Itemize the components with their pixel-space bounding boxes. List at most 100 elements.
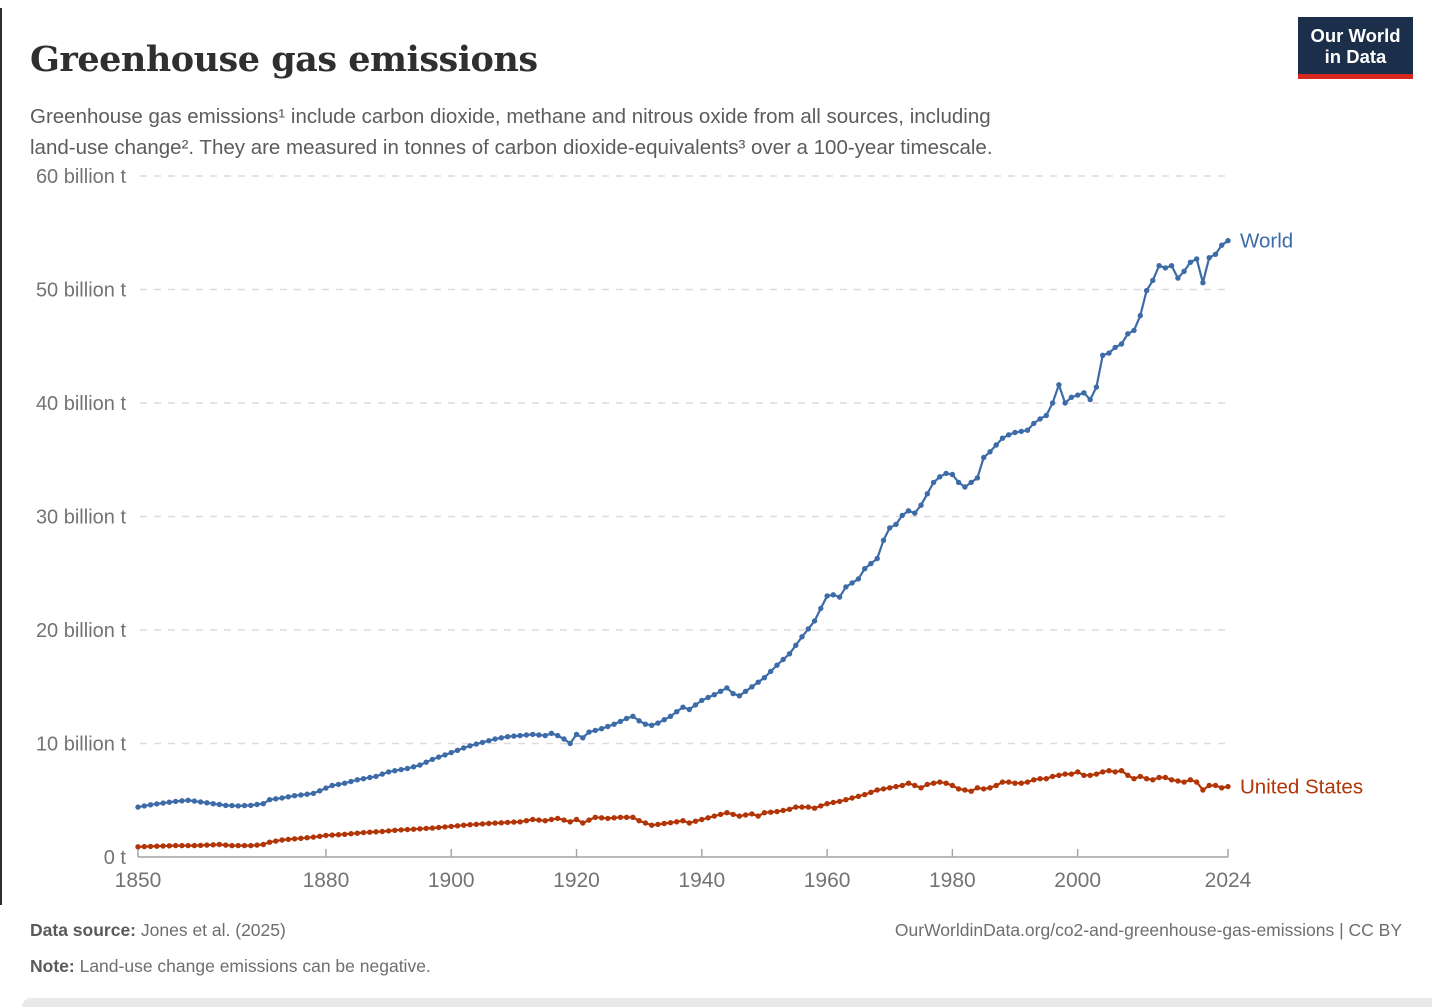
- united-states-data-point[interactable]: [755, 813, 761, 819]
- united-states-data-point[interactable]: [1168, 777, 1175, 783]
- united-states-data-point[interactable]: [592, 814, 598, 820]
- world-data-point[interactable]: [874, 555, 880, 562]
- united-states-data-point[interactable]: [1075, 769, 1081, 775]
- united-states-data-point[interactable]: [323, 832, 329, 839]
- world-series-label[interactable]: World: [1240, 230, 1293, 253]
- world-data-point[interactable]: [843, 584, 849, 590]
- united-states-data-point[interactable]: [423, 825, 429, 832]
- world-data-point[interactable]: [1187, 259, 1194, 265]
- united-states-data-point[interactable]: [191, 842, 198, 849]
- united-states-data-point[interactable]: [768, 809, 774, 815]
- world-data-point[interactable]: [1075, 392, 1081, 398]
- united-states-data-point[interactable]: [1043, 776, 1050, 782]
- world-data-point[interactable]: [197, 799, 204, 805]
- world-data-point[interactable]: [342, 780, 348, 786]
- world-data-point[interactable]: [573, 731, 580, 738]
- united-states-data-point[interactable]: [855, 793, 862, 799]
- world-data-point[interactable]: [955, 479, 962, 486]
- united-states-data-point[interactable]: [354, 830, 360, 836]
- united-states-data-point[interactable]: [780, 807, 786, 814]
- united-states-data-point[interactable]: [849, 795, 855, 801]
- united-states-data-point[interactable]: [630, 814, 636, 820]
- world-data-point[interactable]: [1112, 344, 1118, 351]
- world-data-point[interactable]: [141, 803, 147, 809]
- world-data-point[interactable]: [774, 662, 780, 668]
- world-data-point[interactable]: [1043, 412, 1050, 419]
- united-states-data-point[interactable]: [1018, 780, 1024, 786]
- united-states-data-point[interactable]: [717, 811, 724, 818]
- united-states-data-point[interactable]: [179, 842, 185, 849]
- world-data-point[interactable]: [467, 743, 473, 749]
- world-data-point[interactable]: [805, 626, 811, 632]
- world-data-point[interactable]: [768, 668, 774, 675]
- united-states-data-point[interactable]: [204, 842, 210, 848]
- world-data-point[interactable]: [1212, 251, 1219, 257]
- world-data-point[interactable]: [179, 798, 185, 804]
- world-data-point[interactable]: [1100, 352, 1106, 358]
- world-data-point[interactable]: [555, 732, 561, 739]
- united-states-data-point[interactable]: [1062, 771, 1068, 777]
- world-data-point[interactable]: [686, 706, 692, 713]
- united-states-data-point[interactable]: [235, 842, 241, 849]
- world-data-point[interactable]: [705, 694, 711, 701]
- united-states-data-point[interactable]: [492, 820, 498, 826]
- world-data-point[interactable]: [229, 802, 235, 809]
- world-data-point[interactable]: [736, 693, 743, 699]
- world-data-point[interactable]: [241, 802, 248, 809]
- world-data-point[interactable]: [185, 797, 191, 803]
- world-data-point[interactable]: [223, 802, 229, 809]
- world-data-point[interactable]: [811, 618, 818, 624]
- world-data-point[interactable]: [1206, 255, 1212, 261]
- world-data-point[interactable]: [216, 801, 223, 808]
- united-states-data-point[interactable]: [160, 843, 166, 849]
- world-data-point[interactable]: [786, 651, 793, 657]
- united-states-data-point[interactable]: [404, 826, 411, 833]
- world-data-point[interactable]: [235, 803, 241, 809]
- united-states-data-point[interactable]: [918, 785, 924, 791]
- united-states-series-label[interactable]: United States: [1240, 776, 1363, 799]
- united-states-data-point[interactable]: [1194, 779, 1200, 785]
- world-data-point[interactable]: [1037, 416, 1043, 422]
- united-states-data-point[interactable]: [799, 804, 805, 810]
- united-states-data-point[interactable]: [1081, 772, 1087, 778]
- world-data-point[interactable]: [1081, 390, 1087, 396]
- world-data-point[interactable]: [1068, 394, 1075, 400]
- world-data-point[interactable]: [893, 521, 899, 528]
- united-states-data-point[interactable]: [811, 805, 818, 811]
- united-states-data-point[interactable]: [467, 822, 473, 828]
- world-data-point[interactable]: [367, 774, 373, 781]
- united-states-data-point[interactable]: [1181, 779, 1187, 785]
- world-data-point[interactable]: [448, 749, 454, 756]
- united-states-data-point[interactable]: [623, 814, 630, 820]
- world-data-point[interactable]: [1131, 327, 1137, 334]
- united-states-data-point[interactable]: [868, 789, 874, 795]
- united-states-data-point[interactable]: [1093, 771, 1100, 777]
- united-states-data-point[interactable]: [674, 819, 680, 825]
- united-states-data-point[interactable]: [761, 810, 768, 816]
- world-data-point[interactable]: [1106, 350, 1112, 356]
- united-states-data-point[interactable]: [686, 820, 692, 826]
- world-data-point[interactable]: [592, 727, 598, 734]
- united-states-data-point[interactable]: [968, 788, 974, 794]
- united-states-data-point[interactable]: [974, 785, 981, 791]
- world-data-point[interactable]: [360, 776, 367, 782]
- united-states-data-point[interactable]: [398, 827, 404, 833]
- world-data-point[interactable]: [799, 634, 805, 640]
- united-states-data-point[interactable]: [999, 779, 1006, 785]
- united-states-data-point[interactable]: [567, 819, 573, 825]
- united-states-data-point[interactable]: [1137, 773, 1144, 780]
- united-states-data-point[interactable]: [1219, 785, 1225, 791]
- world-data-point[interactable]: [912, 510, 918, 516]
- united-states-data-point[interactable]: [786, 806, 793, 812]
- world-data-point[interactable]: [504, 734, 511, 740]
- world-data-point[interactable]: [1225, 238, 1231, 244]
- united-states-data-point[interactable]: [705, 815, 711, 821]
- united-states-data-point[interactable]: [874, 787, 880, 793]
- world-data-point[interactable]: [461, 745, 467, 751]
- united-states-data-point[interactable]: [1206, 782, 1212, 789]
- united-states-data-point[interactable]: [260, 841, 266, 848]
- world-data-point[interactable]: [1118, 341, 1125, 347]
- united-states-data-point[interactable]: [793, 804, 799, 810]
- united-states-data-point[interactable]: [436, 824, 442, 831]
- world-data-point[interactable]: [1168, 263, 1175, 269]
